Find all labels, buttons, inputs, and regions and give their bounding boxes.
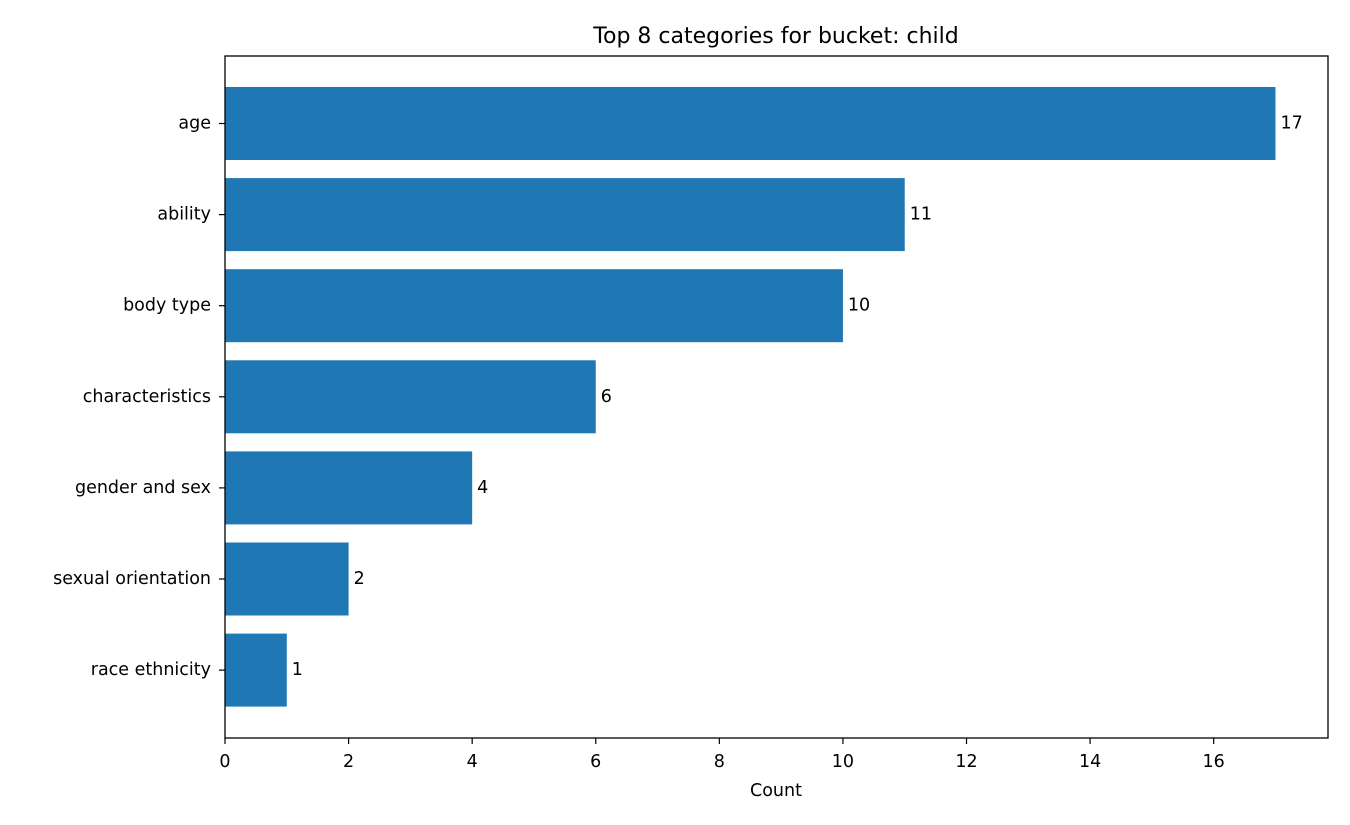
x-tick-label: 12 <box>955 752 977 772</box>
x-tick-label: 16 <box>1203 752 1225 772</box>
y-tick-label: age <box>178 114 211 134</box>
x-tick-label: 4 <box>467 752 478 772</box>
x-tick-label: 2 <box>343 752 354 772</box>
bar <box>225 178 905 252</box>
chart-title: Top 8 categories for bucket: child <box>592 24 958 49</box>
data-label: 1 <box>292 660 303 680</box>
data-label: 6 <box>601 387 612 407</box>
x-tick-label: 8 <box>714 752 725 772</box>
x-tick-label: 0 <box>219 752 230 772</box>
data-label: 17 <box>1280 114 1302 134</box>
y-tick-label: gender and sex <box>75 478 211 498</box>
data-labels: 17 11 10 6 4 2 1 <box>292 114 1303 681</box>
x-tick-label: 14 <box>1079 752 1101 772</box>
x-tick-label: 10 <box>832 752 854 772</box>
y-tick-label: sexual orientation <box>53 569 211 589</box>
y-tick-labels: age ability body type characteristics gender… <box>53 114 225 680</box>
bar <box>225 633 287 707</box>
bar <box>225 542 349 616</box>
y-tick-label: characteristics <box>83 387 211 407</box>
bar <box>225 269 843 343</box>
data-label: 10 <box>848 296 870 316</box>
data-label: 4 <box>477 478 488 498</box>
x-axis-ticks: 0 2 4 6 8 10 12 14 16 <box>219 738 1225 772</box>
bar <box>225 360 596 434</box>
data-label: 2 <box>354 569 365 589</box>
bars-group <box>225 87 1276 707</box>
y-tick-label: race ethnicity <box>91 660 211 680</box>
y-tick-label: ability <box>157 205 211 225</box>
y-tick-label: body type <box>123 296 211 316</box>
data-label: 11 <box>910 205 932 225</box>
bar <box>225 451 473 525</box>
x-tick-label: 6 <box>590 752 601 772</box>
bar <box>225 87 1276 160</box>
axes-frame <box>224 55 1329 739</box>
x-axis-label: Count <box>750 781 802 801</box>
